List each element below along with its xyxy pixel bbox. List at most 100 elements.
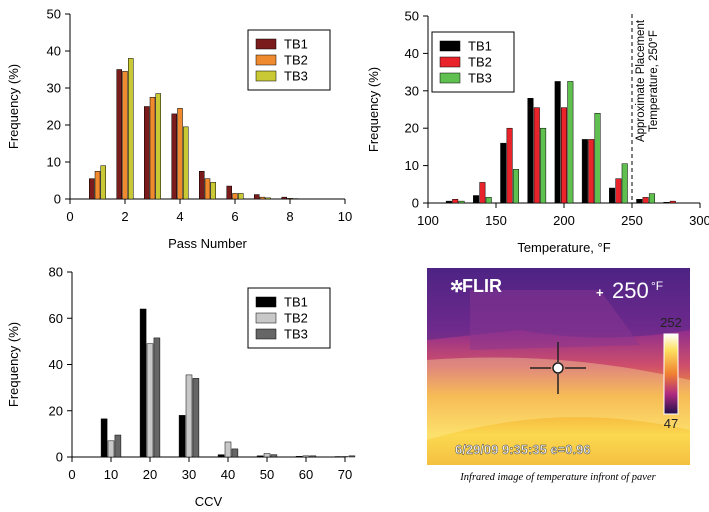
bar <box>217 454 225 458</box>
y-axis-label: Frequency (%) <box>6 64 21 149</box>
bar <box>107 440 115 458</box>
legend-label: TB1 <box>284 37 308 52</box>
legend-swatch <box>255 54 277 66</box>
bar <box>116 69 122 200</box>
thermal-image: FLIR ✲ + 250 °F 252 47 6/29/09 9:35:35 e… <box>427 268 690 465</box>
bar <box>458 200 465 204</box>
bar <box>445 200 452 204</box>
bar <box>287 198 293 200</box>
legend-label: TB3 <box>284 69 308 84</box>
annotation: Temperature, 250°F <box>648 30 660 132</box>
bar <box>309 455 317 458</box>
bar <box>270 454 278 458</box>
legend-label: TB1 <box>284 295 308 310</box>
x-tick-label: 30 <box>182 467 196 482</box>
y-tick-label: 20 <box>405 121 419 136</box>
y-tick-label: 30 <box>405 83 419 98</box>
bar <box>204 178 211 200</box>
bar <box>348 455 356 458</box>
x-tick-label: 4 <box>176 209 183 224</box>
bar <box>485 197 492 204</box>
readout: 250 <box>612 278 649 303</box>
bar <box>581 139 588 204</box>
y-axis-label: Frequency (%) <box>366 67 381 152</box>
x-axis-label: CCV <box>195 494 223 509</box>
bar <box>281 196 287 200</box>
x-tick-label: 100 <box>417 213 439 228</box>
brand-logo: ✲ <box>450 279 463 296</box>
crosshair <box>530 342 586 394</box>
bar <box>265 197 271 200</box>
bar <box>527 98 534 204</box>
y-tick-label: 20 <box>49 403 63 418</box>
bar <box>452 199 459 204</box>
legend-swatch <box>255 328 277 340</box>
bar <box>177 108 183 200</box>
bar <box>295 456 303 458</box>
color-scale <box>663 333 679 415</box>
image-caption: Infrared image of temperature infront of… <box>459 472 656 483</box>
y-tick-label: 20 <box>47 118 61 133</box>
scale-min: 47 <box>664 416 678 431</box>
bar <box>199 171 205 200</box>
ir-paver <box>470 290 640 350</box>
bar <box>636 199 643 204</box>
legend-label: TB1 <box>468 39 492 54</box>
x-tick-label: 60 <box>299 467 313 482</box>
bar <box>183 126 189 200</box>
x-tick-label: 150 <box>485 213 507 228</box>
x-tick-label: 0 <box>68 467 75 482</box>
x-tick-label: 8 <box>286 209 293 224</box>
legend-label: TB2 <box>284 311 308 326</box>
bar <box>609 187 616 204</box>
legend-label: TB2 <box>284 53 308 68</box>
bar <box>210 182 216 200</box>
bar <box>663 202 670 204</box>
bar <box>506 127 513 204</box>
bar <box>259 196 266 200</box>
x-axis-label: Pass Number <box>168 236 247 251</box>
bar <box>256 455 264 458</box>
bar <box>128 58 134 200</box>
bar <box>114 434 122 458</box>
y-tick-label: 0 <box>54 192 61 207</box>
y-tick-label: 40 <box>49 357 63 372</box>
legend-swatch <box>255 296 277 308</box>
bar <box>567 81 574 204</box>
x-tick-label: 200 <box>553 213 575 228</box>
bar <box>263 453 271 458</box>
bar <box>642 197 649 204</box>
bar <box>540 127 547 204</box>
chart: 0 10 20 30 40 50 0 2 4 6 8 10 Pass Number Frequency (… <box>6 7 352 252</box>
annotation: Approximate Placement <box>635 19 647 142</box>
x-tick-label: 50 <box>260 467 274 482</box>
y-axis-label: Frequency (%) <box>6 322 21 407</box>
bar <box>100 418 108 458</box>
bar <box>231 448 239 458</box>
x-tick-label: 10 <box>338 209 352 224</box>
bar <box>561 107 567 204</box>
bar <box>479 182 486 204</box>
legend-label: TB3 <box>468 71 492 86</box>
y-tick-label: 50 <box>47 7 61 22</box>
x-tick-label: 20 <box>143 467 157 482</box>
y-tick-label: 50 <box>405 9 419 24</box>
bar <box>149 97 156 200</box>
y-tick-label: 10 <box>47 155 61 170</box>
bar <box>554 81 561 204</box>
y-tick-label: 0 <box>56 450 63 465</box>
legend-label: TB2 <box>468 55 492 70</box>
bar <box>192 378 200 458</box>
bar <box>146 343 154 458</box>
timestamp: 6/29/09 9:35:35 e=0.96 <box>455 442 591 457</box>
legend-swatch <box>255 312 277 324</box>
x-tick-label: 40 <box>221 467 235 482</box>
bar <box>254 194 260 200</box>
bar <box>139 308 147 458</box>
scale-max: 252 <box>660 315 682 330</box>
y-tick-label: 10 <box>405 158 419 173</box>
bar <box>473 195 480 204</box>
y-tick-label: 60 <box>49 311 63 326</box>
y-tick-label: 30 <box>47 81 61 96</box>
